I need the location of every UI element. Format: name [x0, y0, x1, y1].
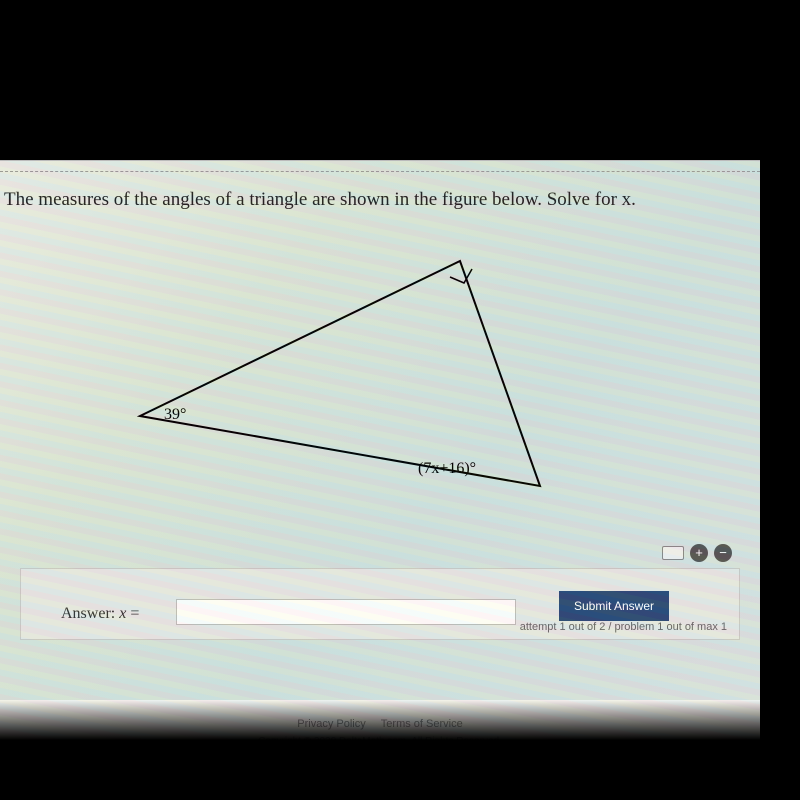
- answer-input[interactable]: [176, 599, 516, 625]
- photo-frame: The measures of the angles of a triangle…: [0, 0, 800, 800]
- black-letterbox-top: [0, 0, 800, 160]
- question-text: The measures of the angles of a triangle…: [4, 189, 636, 211]
- answer-prefix: Answer:: [61, 605, 115, 622]
- triangle-svg: 39° (7x+16)°: [80, 241, 600, 501]
- answer-equals: =: [130, 605, 139, 622]
- privacy-link[interactable]: Privacy Policy: [297, 718, 365, 730]
- footer-links: Privacy Policy Terms of Service: [0, 718, 760, 730]
- zoom-out-button[interactable]: −: [714, 544, 732, 562]
- answer-variable: x: [119, 605, 126, 622]
- triangle-shape: [140, 261, 540, 486]
- page-footer-area: Privacy Policy Terms of Service Copyrigh…: [0, 700, 760, 770]
- answer-bar: Answer: x = Submit Answer attempt 1 out …: [20, 568, 740, 640]
- zoom-in-button[interactable]: +: [690, 544, 708, 562]
- black-letterbox-right: [760, 0, 800, 800]
- keyboard-icon[interactable]: [662, 546, 684, 560]
- angle-label-c: (7x+16)°: [418, 460, 476, 477]
- terms-link[interactable]: Terms of Service: [381, 718, 463, 730]
- triangle-figure: 39° (7x+16)°: [80, 241, 600, 501]
- right-angle-marker: [450, 269, 472, 283]
- answer-label: Answer: x =: [61, 605, 139, 623]
- moire-overlay-footer: [0, 700, 760, 770]
- attempt-status: attempt 1 out of 2 / problem 1 out of ma…: [520, 621, 727, 633]
- section-divider: [0, 171, 760, 172]
- angle-label-a: 39°: [164, 406, 186, 423]
- app-screen: The measures of the angles of a triangle…: [0, 160, 760, 700]
- submit-answer-button[interactable]: Submit Answer: [559, 591, 669, 621]
- copyright-text: Copyright © 2020 DeltaMath.com. All Righ…: [0, 736, 760, 747]
- toolbar: + −: [662, 544, 732, 562]
